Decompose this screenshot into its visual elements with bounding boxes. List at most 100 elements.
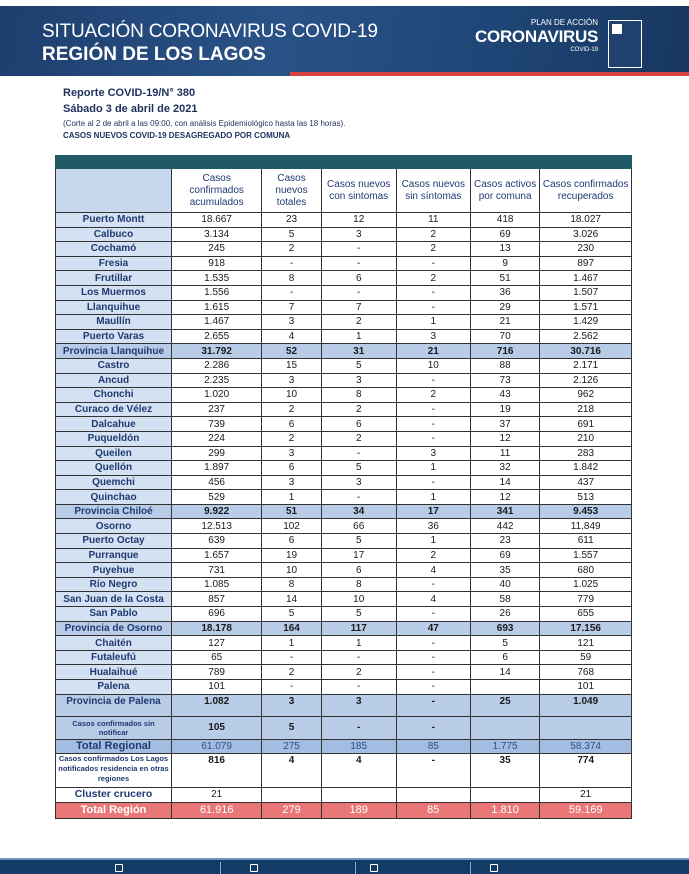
cell-value: 1 bbox=[395, 533, 471, 549]
cell-value: 127 bbox=[170, 635, 263, 651]
row-name: Total Regional bbox=[55, 738, 172, 755]
table-row: Provincia de Osorno 18.178 164 117 47 693 17.1… bbox=[55, 620, 632, 637]
cell-value: 36 bbox=[469, 284, 541, 301]
cell-value: - bbox=[395, 430, 471, 447]
cell-value: 102 bbox=[261, 518, 322, 535]
table-row: Fresia 918- - -9 897 bbox=[55, 255, 632, 272]
cell-value: - bbox=[320, 255, 397, 272]
cell-value: 11 bbox=[469, 445, 541, 462]
cell-value: 189 bbox=[320, 801, 397, 819]
cell-value: 40 bbox=[469, 576, 541, 593]
cell-value: 2 bbox=[395, 270, 471, 286]
cell-value: 88 bbox=[469, 357, 541, 374]
cell-value: 816 bbox=[170, 753, 263, 789]
cases-table: Casos confirmados acumulados Casos nuevos… bbox=[54, 155, 632, 819]
cell-value: 1.020 bbox=[170, 387, 263, 403]
cell-value: 245 bbox=[170, 241, 263, 257]
cell-value: 19 bbox=[261, 547, 322, 564]
row-name: Quinchao bbox=[55, 489, 172, 505]
footer-bar bbox=[0, 858, 689, 874]
cell-value: 14 bbox=[469, 474, 541, 491]
top-bar-cell bbox=[539, 155, 632, 169]
cell-value: - bbox=[395, 576, 471, 593]
cell-value: 789 bbox=[170, 664, 263, 680]
table-row: Maullín 1.467 3 2 1 21 1.429 bbox=[55, 314, 632, 330]
cell-value: 4 bbox=[320, 753, 397, 789]
table-row: Río Negro 1.085 8 8-40 1.025 bbox=[55, 576, 632, 593]
divider bbox=[220, 862, 221, 874]
table-row: Provincia de Palena 1.082 3 3-25 1.049 bbox=[55, 693, 632, 717]
cell-value: - bbox=[261, 679, 322, 695]
row-name: Purranque bbox=[55, 547, 172, 564]
cell-value: 1.571 bbox=[539, 299, 632, 316]
cell-value: 1 bbox=[261, 635, 322, 651]
divider bbox=[470, 862, 471, 874]
cell-value: 6 bbox=[320, 270, 397, 286]
table-row: Cochamó 245 2-2 13 230 bbox=[55, 241, 632, 257]
cell-value: 2 bbox=[261, 664, 322, 680]
cell-value: 739 bbox=[170, 416, 263, 432]
cell-value: - bbox=[395, 474, 471, 491]
cell-value: 2 bbox=[395, 226, 471, 243]
table-row: Quellón 1.897 6 5 1 32 1.842 bbox=[55, 460, 632, 476]
table-row: Casos confirmados Los Lagos notificados … bbox=[55, 753, 632, 789]
cell-value: - bbox=[395, 753, 471, 789]
logo-sub: COVID-19 bbox=[570, 47, 598, 53]
cell-value: 18.027 bbox=[539, 212, 632, 228]
cell-value: 693 bbox=[469, 620, 541, 637]
cell-value: 66 bbox=[320, 518, 397, 535]
row-name: Puyehue bbox=[55, 562, 172, 578]
row-name: Ancud bbox=[55, 372, 172, 389]
cell-value: 12 bbox=[469, 489, 541, 505]
column-header: Casos confirmados recuperados bbox=[539, 168, 632, 213]
cell-value: - bbox=[395, 679, 471, 695]
cell-value: 12.513 bbox=[170, 518, 263, 535]
coronavirus-logo: PLAN DE ACCIÓN CORONAVIRUS COVID-19 bbox=[474, 18, 598, 53]
cell-value: 456 bbox=[170, 474, 263, 491]
cell-value: 58.374 bbox=[539, 738, 632, 755]
cell-value: 21 bbox=[395, 343, 471, 359]
cell-value: 639 bbox=[170, 533, 263, 549]
cell-value: 1.429 bbox=[539, 314, 632, 330]
table-row: Futaleufú 65- - -6 59 bbox=[55, 649, 632, 666]
cell-value: - bbox=[395, 715, 471, 740]
row-name: Los Muermos bbox=[55, 284, 172, 301]
cell-value: 35 bbox=[469, 562, 541, 578]
cell-value: 7 bbox=[320, 299, 397, 316]
cell-value: 85 bbox=[395, 738, 471, 755]
column-header: Casos confirmados acumulados bbox=[170, 168, 263, 213]
cell-value: 1 bbox=[320, 635, 397, 651]
cell-value: 2 bbox=[320, 430, 397, 447]
column-header: Casos nuevos totales bbox=[261, 168, 322, 213]
table-row: Puqueldón 224 2 2-12 210 bbox=[55, 430, 632, 447]
table-header: Casos confirmados acumulados Casos nuevos… bbox=[55, 168, 632, 213]
cell-value: - bbox=[395, 372, 471, 389]
cell-value: 10 bbox=[395, 357, 471, 374]
cell-value: 14 bbox=[469, 664, 541, 680]
cell-value: 4 bbox=[395, 591, 471, 608]
logo-plan: PLAN DE ACCIÓN bbox=[530, 18, 598, 27]
cell-value: 164 bbox=[261, 620, 322, 637]
cell-value: 513 bbox=[539, 489, 632, 505]
cell-value: - bbox=[395, 299, 471, 316]
cell-value: 1.557 bbox=[539, 547, 632, 564]
row-name: Casos confirmados Los Lagos notificados … bbox=[55, 753, 172, 789]
cell-value: 4 bbox=[261, 328, 322, 345]
cell-value: 691 bbox=[539, 416, 632, 432]
cell-value: 437 bbox=[539, 474, 632, 491]
cell-value bbox=[395, 787, 471, 803]
cell-value: 1.085 bbox=[170, 576, 263, 593]
cell-value: 1.897 bbox=[170, 460, 263, 476]
cell-value: 5 bbox=[320, 606, 397, 622]
social-icon bbox=[250, 864, 258, 872]
row-name: Palena bbox=[55, 679, 172, 695]
cell-value: 210 bbox=[539, 430, 632, 447]
table-row: Quinchao 529 1-1 12 513 bbox=[55, 489, 632, 505]
cell-value: 3.134 bbox=[170, 226, 263, 243]
cell-value: - bbox=[320, 679, 397, 695]
cell-value: - bbox=[395, 664, 471, 680]
cell-value: - bbox=[261, 284, 322, 301]
cell-value: - bbox=[261, 649, 322, 666]
table-row: Osorno 12.513 102 66 36 442 11.849 bbox=[55, 518, 632, 535]
cell-value: 779 bbox=[539, 591, 632, 608]
